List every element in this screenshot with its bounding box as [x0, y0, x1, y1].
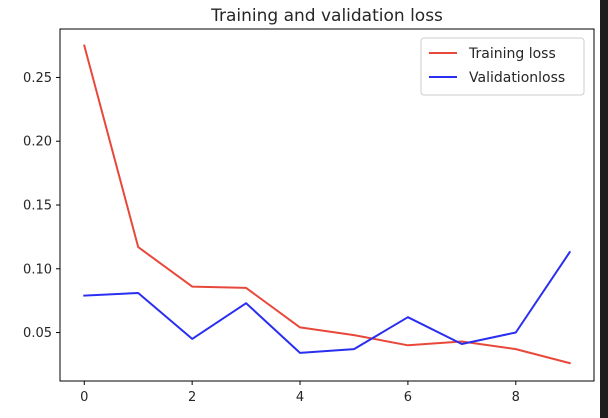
x-tick-label: 0	[80, 390, 88, 405]
x-tick-label: 2	[188, 390, 196, 405]
legend-label: Validationloss	[469, 70, 565, 86]
y-tick-label: 0.25	[23, 71, 52, 86]
y-tick-label: 0.05	[23, 326, 52, 341]
series-lines	[83, 44, 572, 365]
window-edge	[600, 0, 608, 418]
legend-box	[420, 37, 585, 96]
y-tick-label: 0.10	[23, 262, 52, 277]
x-tick-label: 8	[512, 390, 520, 405]
legend: Training loss Validationloss	[420, 37, 585, 96]
series-line-validation-loss	[83, 250, 572, 354]
x-tick-label: 6	[404, 390, 412, 405]
x-tick-label: 4	[296, 390, 304, 405]
series-line-training-loss	[83, 44, 571, 365]
legend-label: Training loss	[468, 46, 556, 62]
chart-title: Training and validation loss	[210, 6, 443, 26]
y-axis: 0.05 0.10 0.15 0.20 0.25	[23, 71, 60, 341]
y-tick-label: 0.20	[23, 135, 52, 150]
y-tick-label: 0.15	[23, 199, 52, 214]
x-axis: 0 2 4 6 8	[80, 381, 520, 405]
